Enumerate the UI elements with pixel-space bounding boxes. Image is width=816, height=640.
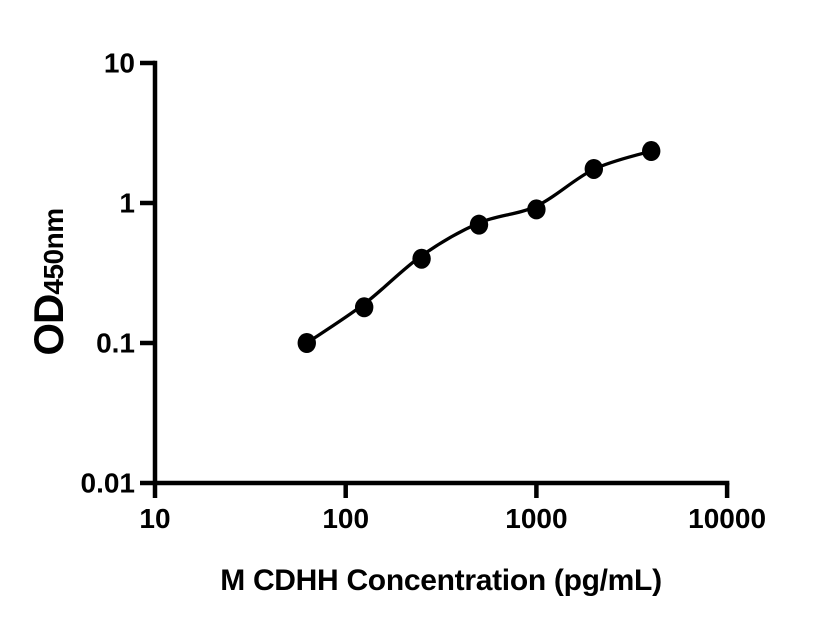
y-axis-title-subscript: 450nm bbox=[38, 208, 69, 295]
data-point-125 bbox=[354, 297, 374, 318]
data-point-4000 bbox=[642, 141, 661, 162]
data-point-250 bbox=[412, 248, 431, 269]
data-point-500 bbox=[469, 214, 489, 235]
y-axis-title-main: OD bbox=[25, 294, 72, 356]
x-tick-label-100: 100 bbox=[322, 503, 369, 534]
x-axis-title: M CDHH Concentration (pg/mL) bbox=[220, 564, 662, 597]
data-point-1000 bbox=[527, 199, 546, 220]
x-tick-label-1000: 1000 bbox=[505, 503, 567, 534]
y-tick-label-0.01: 0.01 bbox=[81, 468, 136, 499]
y-tick-label-0.1: 0.1 bbox=[96, 328, 135, 359]
x-tick-label-10: 10 bbox=[139, 503, 170, 534]
data-point-2000 bbox=[584, 158, 604, 179]
y-tick-label-10: 10 bbox=[104, 48, 135, 79]
axis-lines bbox=[152, 60, 730, 486]
y-axis-title: OD450nm bbox=[25, 208, 73, 355]
x-tick-label-10000: 10000 bbox=[688, 503, 766, 534]
data-point-62.5 bbox=[297, 333, 316, 353]
y-tick-label-1: 1 bbox=[119, 188, 135, 219]
